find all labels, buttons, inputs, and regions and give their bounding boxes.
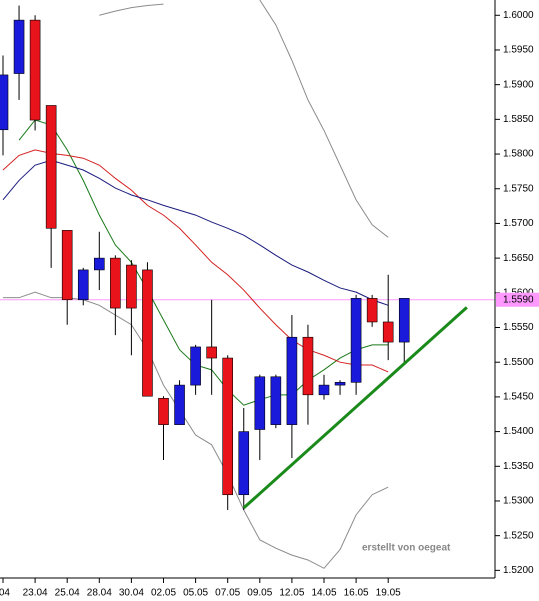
y-tick-label: 1.5850	[503, 114, 534, 125]
candle-body	[77, 269, 89, 301]
y-tick-label: 1.5650	[503, 253, 534, 264]
y-tick-label: 1.5300	[503, 496, 534, 507]
y-tick-label: 1.5800	[503, 149, 534, 160]
candle-body	[29, 19, 41, 121]
indicator-line	[2, 159, 389, 306]
y-tick-label: 1.5400	[503, 426, 534, 437]
candle-body	[270, 376, 282, 425]
candle-body	[13, 19, 25, 74]
candle-body	[238, 431, 250, 496]
x-tick-label: 14.05	[311, 588, 336, 599]
candle-body	[350, 298, 362, 383]
candle-body	[174, 384, 185, 425]
candle-body	[0, 74, 9, 131]
candle-body	[61, 230, 73, 301]
candle-body	[366, 298, 378, 323]
x-tick-label: 09.05	[247, 588, 272, 599]
y-tick-label: 1.5350	[503, 461, 534, 472]
candle-body	[318, 384, 330, 396]
candle-body	[302, 336, 314, 396]
indicator-line	[99, 0, 389, 238]
y-tick-label: 1.5250	[503, 530, 534, 541]
y-tick-label: 1.5450	[503, 392, 534, 403]
x-tick-label: 30.04	[119, 588, 144, 599]
candle-body	[142, 269, 153, 397]
candle-body	[398, 298, 410, 343]
y-tick-label: 1.5750	[503, 183, 534, 194]
x-tick-label: 19.05	[376, 588, 401, 599]
x-tick-label: 12.05	[279, 588, 304, 599]
y-tick-label: 1.5900	[503, 79, 534, 90]
candle-body	[222, 357, 233, 496]
y-tick-label: 1.5700	[503, 218, 534, 229]
y-tick-label: 1.5200	[503, 565, 534, 576]
x-tick-label: 07.05	[215, 588, 240, 599]
x-tick-label: 28.04	[87, 588, 112, 599]
candle-body	[190, 346, 201, 386]
x-tick-label: 05.05	[183, 588, 208, 599]
x-tick-label: 16.05	[344, 588, 369, 599]
candle-body	[206, 346, 217, 359]
plot-area	[0, 0, 495, 569]
candle-body	[110, 257, 121, 309]
price-label-box	[496, 292, 539, 307]
candle-body	[286, 336, 298, 425]
candle-body	[334, 382, 346, 386]
candle-body	[254, 376, 266, 430]
indicator-line	[2, 149, 389, 373]
candle-body	[94, 257, 105, 271]
x-tick-label: .04	[0, 588, 10, 599]
annotation: erstellt von oegeat	[362, 543, 451, 554]
candle-body	[45, 105, 57, 229]
trendline	[242, 306, 468, 510]
x-tick-label: 25.04	[55, 588, 80, 599]
y-tick-label: 1.5500	[503, 357, 534, 368]
price-label: 1.5590	[503, 294, 534, 305]
indicator-line	[18, 119, 389, 406]
candle-body	[158, 397, 169, 425]
y-tick-label: 1.5950	[503, 45, 534, 56]
candle-body	[382, 321, 394, 343]
x-tick-label: 02.05	[151, 588, 176, 599]
y-tick-label: 1.6000	[503, 10, 534, 21]
x-tick-label: 23.04	[23, 588, 48, 599]
y-tick-label: 1.5550	[503, 322, 534, 333]
candle-body	[126, 264, 137, 309]
